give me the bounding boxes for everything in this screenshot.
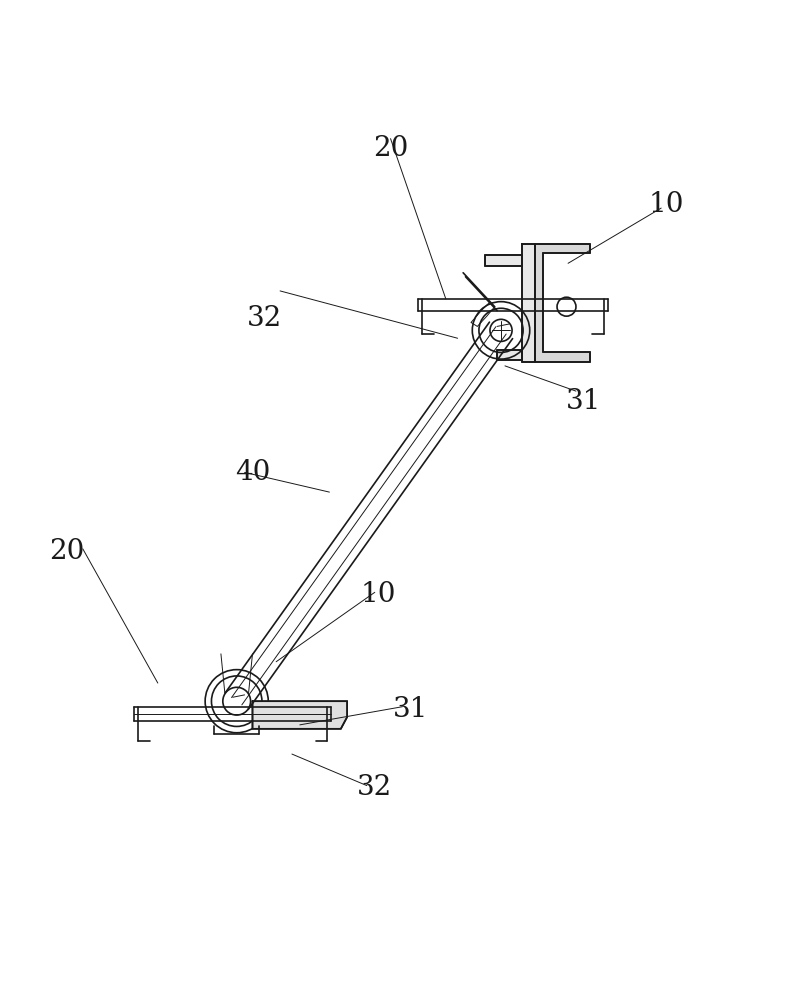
Polygon shape	[485, 255, 522, 266]
Text: 32: 32	[247, 305, 282, 332]
Text: 40: 40	[235, 459, 270, 486]
Text: 31: 31	[567, 388, 601, 415]
Text: 32: 32	[357, 774, 392, 801]
Polygon shape	[252, 701, 347, 729]
Text: 20: 20	[373, 135, 408, 162]
Polygon shape	[535, 244, 590, 362]
Text: 20: 20	[50, 538, 84, 565]
Polygon shape	[497, 350, 522, 360]
Text: 31: 31	[393, 696, 428, 723]
Text: 10: 10	[361, 581, 396, 608]
Polygon shape	[522, 244, 535, 362]
Text: 10: 10	[649, 191, 684, 218]
